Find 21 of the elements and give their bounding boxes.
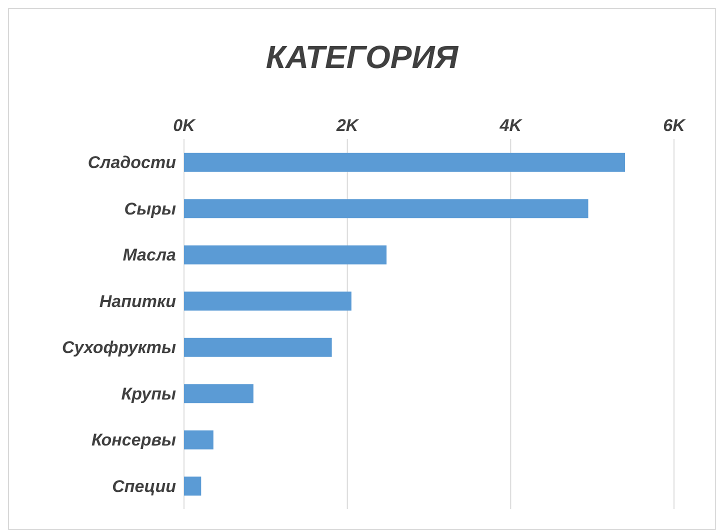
y-tick-label: Масла [122, 246, 176, 265]
x-tick-label: 0K [173, 116, 197, 135]
y-tick-label: Крупы [121, 384, 176, 404]
y-tick-label: Консервы [91, 430, 176, 450]
bar [184, 384, 254, 404]
x-tick-label: 2K [335, 116, 360, 135]
y-tick-label: Сухофрукты [62, 338, 176, 358]
bar [184, 199, 588, 218]
x-tick-label: 4K [498, 116, 524, 135]
bar [184, 245, 387, 264]
chart-title: КАТЕГОРИЯ [264, 39, 460, 76]
y-tick-label: Сыры [124, 199, 176, 218]
x-tick-label: 6K [663, 116, 687, 135]
y-tick-label: Напитки [99, 292, 177, 311]
bar [184, 152, 625, 172]
bar [184, 430, 214, 450]
y-tick-label: Специи [112, 476, 177, 496]
bar [184, 476, 202, 496]
bar [184, 338, 332, 357]
bar [184, 292, 352, 311]
y-tick-label: Сладости [88, 153, 177, 172]
